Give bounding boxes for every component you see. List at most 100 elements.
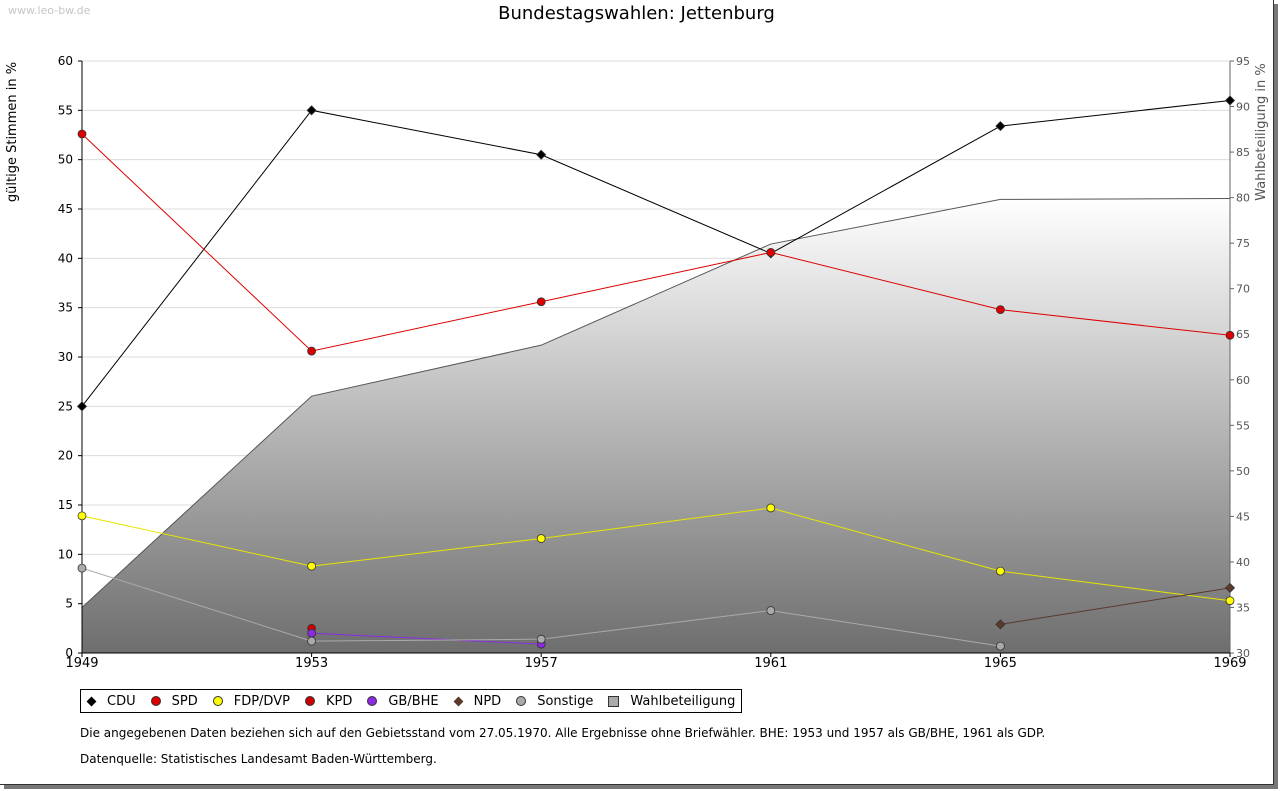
y-tick-label-right: 60 [1236, 374, 1250, 387]
legend-label-spd: SPD [171, 693, 198, 709]
point-cdu-1969 [1224, 95, 1236, 106]
watermark: www.leo-bw.de [8, 4, 91, 17]
y-tick-label-right: 70 [1236, 283, 1250, 296]
point-npd-1965 [995, 619, 1006, 630]
point-spd-1949 [77, 129, 87, 139]
y-tick-label-left: 55 [58, 103, 73, 117]
x-tick-label: 1961 [754, 656, 787, 671]
point-fdp-dvp-1949 [77, 511, 87, 521]
series-line-fdp-dvp [81, 507, 1231, 602]
note-gebietsstand: Die angegebenen Daten beziehen sich auf … [80, 726, 1046, 740]
point-spd-1953 [307, 346, 317, 356]
turnout-area-edge [81, 198, 1231, 608]
legend-marker-sonstige [516, 696, 527, 706]
legend-marker-kpd [304, 696, 315, 706]
y-tick-label-right: 35 [1236, 601, 1250, 614]
note-datenquelle: Datenquelle: Statistisches Landesamt Bad… [80, 752, 437, 766]
point-fdp-dvp-1957 [536, 534, 546, 543]
legend-label-wahlbeteiligung: Wahlbeteiligung [630, 693, 736, 709]
legend-marker-spd [150, 696, 161, 706]
point-cdu-1965 [995, 121, 1006, 132]
series-line-npd [1000, 587, 1231, 625]
x-tick-label: 1953 [295, 656, 328, 671]
y-tick-label-left: 0 [65, 646, 73, 660]
legend-label-kpd: KPD [325, 693, 353, 709]
series-line-spd [81, 133, 1231, 352]
point-cdu-1949 [76, 401, 88, 412]
point-sonstige-1953 [307, 636, 317, 646]
series-spd [77, 129, 1235, 356]
legend-label-gb-bhe: GB/BHE [388, 693, 439, 709]
y-tick-label-left: 15 [58, 498, 73, 512]
y-tick-label-left: 10 [58, 547, 73, 561]
legend-item-gb-bhe: GB/BHE [367, 693, 439, 709]
y-axis-title-left: gültige Stimmen in % [5, 62, 20, 202]
point-spd-1957 [536, 297, 546, 307]
y-axis-title-right: Wahlbeteiligung in % [1254, 63, 1269, 200]
y-tick-label-right: 50 [1236, 465, 1250, 478]
legend: CDU SPD FDP/DVP KPD GB/BHE NPD Sonstige … [80, 689, 743, 713]
y-tick-label-right: 40 [1236, 556, 1250, 569]
point-fdp-dvp-1953 [307, 561, 317, 571]
legend-item-wahlbeteiligung: Wahlbeteiligung [608, 694, 735, 709]
series-sonstige [77, 563, 1005, 651]
point-fdp-dvp-1969 [1225, 596, 1235, 606]
y-tick-label-left: 35 [58, 301, 73, 315]
legend-item-npd: NPD [453, 693, 502, 709]
y-tick-label-right: 30 [1236, 647, 1250, 660]
point-gb-bhe-1953 [307, 628, 317, 638]
legend-item-kpd: KPD [304, 693, 353, 709]
y-tick-label-right: 80 [1236, 192, 1250, 205]
point-sonstige-1957 [536, 634, 546, 644]
axes: 0 5 10 15 20 25 30 35 40 45 50 55 60 30 35 40 45 50 55 60 65… [5, 54, 1269, 671]
chart-title: Bundestagswahlen: Jettenburg [498, 3, 775, 24]
legend-item-spd: SPD [150, 693, 198, 709]
point-sonstige-1961 [766, 606, 776, 615]
legend-marker-fdp-dvp [212, 696, 223, 706]
y-tick-label-right: 90 [1236, 101, 1250, 114]
y-tick-label-right: 95 [1236, 55, 1250, 68]
x-tick-label: 1949 [65, 656, 98, 671]
series-line-cdu [81, 99, 1231, 407]
point-npd-1969 [1224, 582, 1236, 593]
y-tick-label-left: 25 [58, 399, 73, 413]
legend-marker-npd [453, 696, 464, 706]
point-fdp-dvp-1965 [996, 566, 1005, 576]
x-tick-label: 1969 [1213, 656, 1246, 671]
y-tick-label-left: 45 [58, 202, 73, 216]
legend-label-cdu: CDU [107, 693, 136, 709]
y-tick-label-left: 5 [65, 597, 73, 611]
legend-marker-gb-bhe [367, 696, 378, 706]
point-fdp-dvp-1961 [766, 503, 776, 513]
point-cdu-1957 [536, 149, 547, 160]
chart: 0 5 10 15 20 25 30 35 40 45 50 55 60 30 35 40 45 50 55 60 65… [5, 54, 1269, 671]
legend-marker-wahlbeteiligung [608, 695, 620, 707]
legend-item-cdu: CDU [86, 693, 136, 709]
legend-item-sonstige: Sonstige [516, 694, 593, 709]
legend-label-fdp-dvp: FDP/DVP [233, 693, 290, 709]
series-line-gb-bhe [311, 632, 542, 645]
point-spd-1961 [766, 248, 776, 257]
y-tick-label-right: 45 [1236, 510, 1250, 523]
point-cdu-1953 [306, 105, 317, 116]
series-fdp-dvp [77, 503, 1235, 606]
y-tick-label-left: 40 [58, 251, 73, 265]
point-spd-1965 [996, 305, 1005, 315]
y-tick-label-left: 50 [58, 153, 73, 167]
y-tick-label-left: 30 [58, 350, 73, 364]
legend-label-npd: NPD [473, 693, 502, 709]
legend-marker-cdu [86, 696, 97, 706]
y-tick-label-right: 85 [1236, 146, 1250, 159]
y-tick-label-right: 55 [1236, 419, 1250, 432]
series-npd [995, 582, 1236, 630]
x-tick-label: 1965 [984, 656, 1017, 671]
turnout-area [82, 198, 1230, 653]
legend-item-fdp-dvp: FDP/DVP [212, 693, 290, 709]
turnout-area-layer [81, 198, 1231, 653]
x-tick-label: 1957 [525, 656, 558, 671]
legend-label-sonstige: Sonstige [537, 693, 594, 709]
y-tick-label-right: 65 [1236, 328, 1250, 341]
point-sonstige-1949 [77, 563, 87, 573]
point-spd-1969 [1225, 330, 1235, 340]
